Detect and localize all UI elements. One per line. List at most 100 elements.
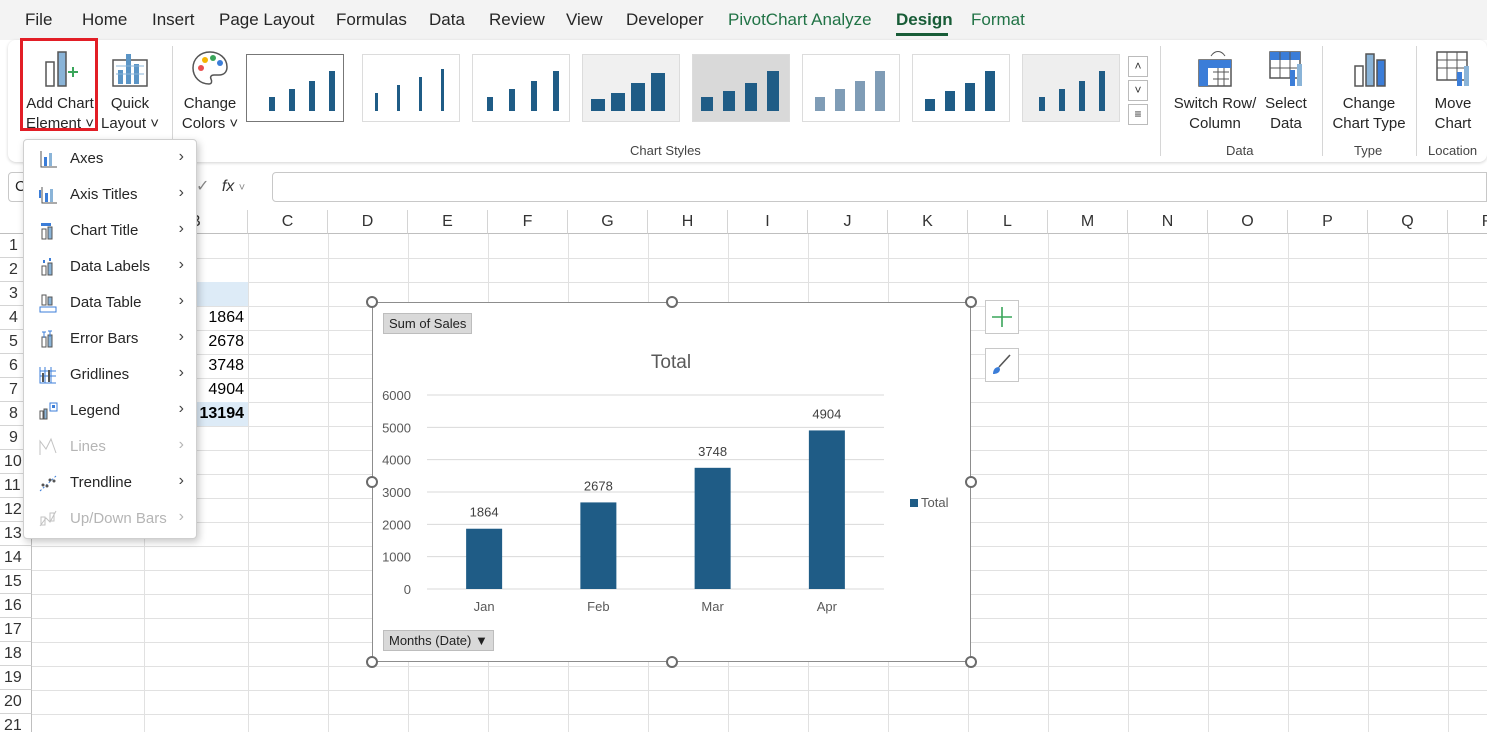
resize-handle[interactable] — [366, 656, 378, 668]
pivot-value-cell[interactable]: 4904 — [208, 381, 244, 398]
column-header-g[interactable]: G — [568, 210, 648, 234]
tab-pivotchart-analyze[interactable]: PivotChart Analyze — [728, 10, 872, 29]
resize-handle[interactable] — [965, 296, 977, 308]
tab-view[interactable]: View — [566, 10, 603, 29]
column-header-h[interactable]: H — [648, 210, 728, 234]
column-header-i[interactable]: I — [728, 210, 808, 234]
tab-insert[interactable]: Insert — [152, 10, 195, 29]
add-chart-element-button[interactable]: Add Chart Element ˅ — [22, 48, 98, 134]
resize-handle[interactable] — [965, 656, 977, 668]
data-label: 1864 — [470, 505, 499, 520]
column-header-n[interactable]: N — [1128, 210, 1208, 234]
column-header-e[interactable]: E — [408, 210, 488, 234]
menu-item-error-bars[interactable]: Error Bars › — [24, 321, 196, 357]
gallery-scroll-down[interactable]: ˅ — [1128, 80, 1148, 101]
tab-file[interactable]: File — [25, 10, 53, 29]
value-field-button[interactable]: Sum of Sales — [383, 313, 473, 334]
change-chart-type-button[interactable]: Change Chart Type — [1330, 48, 1408, 134]
tab-data[interactable]: Data — [429, 10, 465, 29]
pivot-value-cell[interactable]: 3748 — [208, 357, 244, 374]
resize-handle[interactable] — [965, 476, 977, 488]
chart-elements-button[interactable] — [985, 300, 1019, 334]
menu-item-legend[interactable]: Legend › — [24, 393, 196, 429]
row-header[interactable]: 16 — [0, 594, 32, 618]
chevron-down-icon: ˅ — [238, 182, 246, 194]
insert-function-button[interactable]: fx — [221, 178, 235, 195]
column-header-q[interactable]: Q — [1368, 210, 1448, 234]
column-header-m[interactable]: M — [1048, 210, 1128, 234]
menu-item-trendline[interactable]: Trendline › — [24, 465, 196, 501]
row-header[interactable]: 20 — [0, 690, 32, 714]
column-header-l[interactable]: L — [968, 210, 1048, 234]
chart-style-thumb[interactable] — [362, 54, 460, 122]
pivot-chart[interactable]: Sum of Sales Months (Date) ▼ Total 0 1000 2… — [372, 302, 971, 662]
row-header[interactable]: 14 — [0, 546, 32, 570]
column-header-o[interactable]: O — [1208, 210, 1288, 234]
change-colors-button[interactable]: Change Colors ˅ — [178, 48, 242, 134]
row-header[interactable]: 21 — [0, 714, 32, 732]
resize-handle[interactable] — [366, 296, 378, 308]
gallery-scroll-up[interactable]: ˄ — [1128, 56, 1148, 77]
chevron-right-icon: › — [178, 508, 184, 525]
resize-handle[interactable] — [666, 656, 678, 668]
menu-item-data-table[interactable]: Data Table › — [24, 285, 196, 321]
row-header[interactable]: 17 — [0, 618, 32, 642]
pivot-value-cell[interactable]: 2678 — [208, 333, 244, 350]
column-header-r[interactable]: R — [1448, 210, 1487, 234]
axis-titles-icon — [39, 187, 57, 204]
separator — [1416, 46, 1417, 156]
data-label: 4904 — [812, 406, 841, 421]
tab-home[interactable]: Home — [82, 10, 128, 29]
menu-item-gridlines[interactable]: Gridlines › — [24, 357, 196, 393]
gallery-more[interactable]: ≡ — [1128, 104, 1148, 125]
tab-review[interactable]: Review — [489, 10, 545, 29]
column-header-d[interactable]: D — [328, 210, 408, 234]
row-header[interactable]: 18 — [0, 642, 32, 666]
column-header-j[interactable]: J — [808, 210, 888, 234]
chart-style-thumb[interactable] — [472, 54, 570, 122]
column-header-f[interactable]: F — [488, 210, 568, 234]
chart-style-thumb[interactable] — [912, 54, 1010, 122]
column-header-k[interactable]: K — [888, 210, 968, 234]
row-header[interactable]: 15 — [0, 570, 32, 594]
resize-handle[interactable] — [366, 476, 378, 488]
pivot-value-cell[interactable]: 1864 — [208, 309, 244, 326]
axes-icon — [40, 151, 57, 168]
y-tick-label: 1000 — [382, 550, 411, 565]
switch-row-column-button[interactable]: Switch Row/ Column — [1168, 48, 1262, 134]
chart-style-thumb[interactable] — [582, 54, 680, 122]
gridline — [1368, 234, 1369, 732]
tab-formulas[interactable]: Formulas — [336, 10, 407, 29]
formula-input[interactable] — [272, 172, 1487, 202]
chart-style-thumb[interactable] — [1022, 54, 1120, 122]
switch-row-column-icon — [1198, 51, 1232, 87]
menu-item-axis-titles[interactable]: Axis Titles › — [24, 177, 196, 213]
gridline — [32, 714, 1487, 715]
chart-style-thumb[interactable] — [692, 54, 790, 122]
column-header-c[interactable]: C — [248, 210, 328, 234]
chart-style-thumb[interactable] — [802, 54, 900, 122]
chart-style-thumb[interactable] — [246, 54, 344, 122]
column-header-p[interactable]: P — [1288, 210, 1368, 234]
resize-handle[interactable] — [666, 296, 678, 308]
tab-developer[interactable]: Developer — [626, 10, 704, 29]
chevron-right-icon: › — [178, 148, 184, 165]
location-group-label: Location — [1428, 143, 1478, 158]
tab-design[interactable]: Design — [896, 10, 953, 29]
filter-dropdown-icon: ▼ — [475, 633, 488, 648]
chart-styles-button[interactable] — [985, 348, 1019, 382]
chart-title-icon — [41, 223, 53, 240]
tab-page-layout[interactable]: Page Layout — [219, 10, 315, 29]
select-data-button[interactable]: Select Data — [1262, 48, 1310, 134]
menu-item-chart-title[interactable]: Chart Title › — [24, 213, 196, 249]
axis-field-button[interactable]: Months (Date) ▼ — [383, 630, 494, 651]
legend-label: Total — [921, 495, 949, 510]
menu-item-axes[interactable]: Axes › — [24, 141, 196, 177]
tab-format[interactable]: Format — [971, 10, 1025, 29]
enter-icon[interactable]: ✓ — [196, 178, 210, 195]
y-tick-label: 2000 — [382, 517, 411, 532]
move-chart-button[interactable]: Move Chart — [1422, 48, 1484, 134]
quick-layout-button[interactable]: Quick Layout ˅ — [98, 48, 162, 134]
row-header[interactable]: 19 — [0, 666, 32, 690]
menu-item-data-labels[interactable]: Data Labels › — [24, 249, 196, 285]
